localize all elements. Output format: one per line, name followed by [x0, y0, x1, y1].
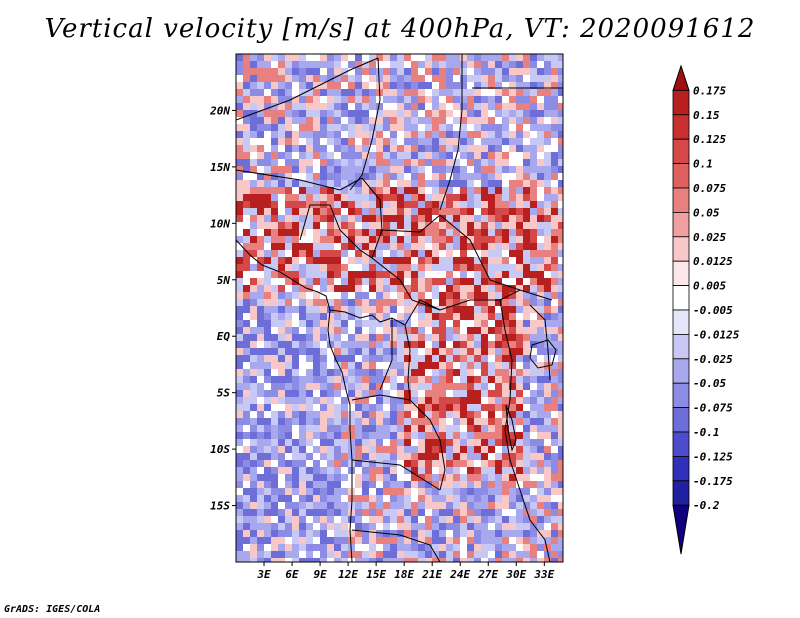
colorbar-swatch — [672, 333, 690, 360]
lon-label: 3E — [256, 568, 271, 581]
lon-label: 12E — [338, 568, 358, 581]
lat-label: 5N — [217, 274, 231, 287]
colorbar-bottom-arrow — [672, 504, 690, 555]
colorbar-swatch — [672, 236, 690, 262]
colorbar-swatch — [672, 358, 690, 384]
colorbar-label: -0.175 — [693, 475, 733, 488]
colorbar-label: 0.0125 — [693, 255, 733, 268]
colorbar-label: 0.05 — [693, 206, 720, 219]
lat-label: 15S — [210, 500, 230, 513]
colorbar: 0.175 0.15 0.125 0.1 0.075 0.05 0.025 0.0125 0.0… — [672, 64, 740, 555]
colorbar-label: 0.025 — [693, 231, 726, 244]
latitude-labels: 20N 15N 10N 5N EQ 5S 10S 15S — [209, 104, 236, 513]
lat-label: 5S — [217, 387, 231, 400]
colorbar-label: -0.05 — [693, 377, 726, 390]
colorbar-swatch — [672, 211, 690, 238]
lat-label: 10N — [210, 217, 230, 230]
colorbar-swatch — [672, 114, 690, 140]
lon-label: 24E — [449, 568, 470, 581]
map-frame — [235, 53, 564, 563]
colorbar-label: -0.1 — [693, 426, 720, 439]
lon-label: 30E — [505, 568, 526, 581]
country-borders — [236, 54, 563, 562]
velocity-field — [236, 54, 563, 562]
colorbar-swatch — [672, 90, 690, 116]
colorbar-swatch — [672, 163, 690, 189]
lat-label: 20N — [209, 104, 230, 117]
lake-tanganyika — [505, 404, 517, 452]
grads-credit: GrADS: IGES/COLA — [4, 604, 101, 615]
colorbar-swatch — [672, 309, 690, 335]
colorbar-label: 0.005 — [693, 280, 726, 293]
colorbar-swatch — [672, 480, 690, 506]
map-plot — [236, 54, 563, 562]
colorbar-label: 0.125 — [693, 133, 726, 146]
lon-label: 15E — [366, 568, 386, 581]
lon-label: 6E — [285, 568, 299, 581]
colorbar-swatch — [672, 455, 690, 482]
colorbar-label: 0.175 — [693, 84, 726, 97]
colorbar-swatch — [672, 431, 690, 457]
colorbar-label: -0.2 — [693, 499, 720, 512]
colorbar-label: 0.15 — [693, 109, 720, 122]
border-east — [351, 299, 551, 562]
colorbar-swatch — [672, 260, 690, 287]
lon-label: 18E — [394, 568, 414, 581]
colorbar-label: 0.075 — [693, 182, 726, 195]
colorbar-top-arrow — [672, 64, 690, 91]
border-sahara — [236, 54, 563, 211]
colorbar-label: -0.005 — [693, 304, 733, 317]
lon-label: 21E — [421, 568, 442, 581]
lat-label: 10S — [210, 443, 230, 456]
colorbar-swatch — [672, 285, 690, 311]
colorbar-label: -0.125 — [693, 450, 733, 463]
border-congo — [329, 299, 446, 491]
border-central — [236, 169, 553, 311]
colorbar-swatch — [672, 187, 690, 213]
colorbar-label: -0.075 — [693, 402, 733, 415]
colorbar-label: -0.025 — [693, 353, 733, 366]
lon-label: 9E — [313, 568, 327, 581]
lat-label: 15N — [210, 161, 230, 174]
lon-label: 33E — [533, 568, 554, 581]
map-title: Vertical velocity [m/s] at 400hPa, VT: 2… — [44, 14, 756, 44]
colorbar-swatch — [672, 382, 690, 409]
colorbar-label: -0.0125 — [693, 328, 740, 341]
coastline — [236, 239, 353, 562]
longitude-labels: 3E 6E 9E 12E 15E 18E 21E 24E 27E 30E 33E — [256, 562, 555, 581]
lat-label: EQ — [217, 330, 231, 343]
colorbar-swatch — [672, 138, 690, 164]
colorbar-swatch — [672, 407, 690, 433]
lon-label: 27E — [477, 568, 498, 581]
colorbar-label: 0.1 — [693, 158, 713, 171]
lake-victoria — [529, 339, 557, 369]
